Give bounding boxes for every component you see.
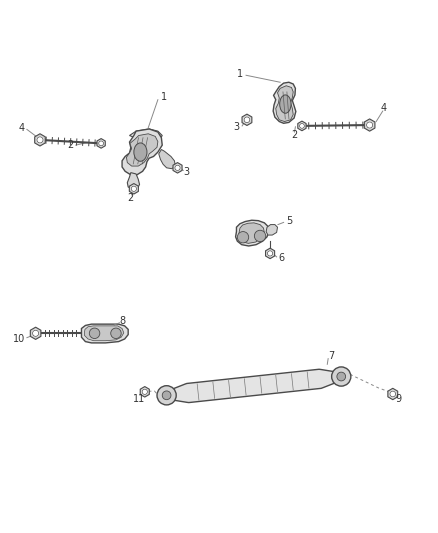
Polygon shape (127, 134, 158, 166)
Text: 10: 10 (13, 334, 25, 344)
Circle shape (367, 122, 373, 128)
Circle shape (300, 124, 304, 128)
Circle shape (131, 186, 137, 191)
Polygon shape (166, 369, 342, 402)
Circle shape (99, 141, 103, 146)
Text: 1: 1 (237, 69, 243, 78)
Polygon shape (266, 224, 278, 235)
Polygon shape (97, 139, 105, 148)
Polygon shape (35, 134, 45, 146)
Polygon shape (85, 326, 124, 341)
Polygon shape (122, 129, 162, 175)
Text: 5: 5 (286, 216, 292, 226)
Text: 3: 3 (233, 122, 240, 132)
Text: 4: 4 (381, 103, 387, 114)
Circle shape (157, 386, 176, 405)
Circle shape (162, 391, 171, 400)
Text: 6: 6 (278, 253, 284, 263)
Circle shape (32, 330, 39, 336)
Text: 9: 9 (396, 394, 402, 404)
Polygon shape (159, 149, 175, 169)
Polygon shape (242, 114, 252, 125)
Circle shape (175, 165, 180, 171)
Circle shape (390, 391, 396, 397)
Circle shape (332, 367, 351, 386)
Text: 4: 4 (18, 123, 25, 133)
Polygon shape (276, 86, 293, 122)
Polygon shape (140, 386, 149, 397)
Polygon shape (239, 223, 265, 244)
Polygon shape (236, 220, 269, 246)
Circle shape (268, 251, 273, 256)
Polygon shape (273, 82, 296, 123)
Ellipse shape (280, 95, 291, 113)
Text: 2: 2 (291, 130, 297, 140)
Polygon shape (129, 183, 138, 194)
Polygon shape (265, 248, 275, 259)
Polygon shape (173, 163, 182, 173)
Text: 8: 8 (119, 316, 125, 326)
Polygon shape (127, 173, 140, 189)
Polygon shape (388, 389, 398, 400)
Polygon shape (30, 327, 41, 340)
Polygon shape (298, 121, 306, 131)
Ellipse shape (134, 143, 147, 161)
Circle shape (254, 230, 266, 241)
Polygon shape (130, 129, 162, 139)
Text: 3: 3 (183, 167, 189, 177)
Circle shape (142, 389, 148, 394)
Circle shape (244, 117, 250, 123)
Text: 2: 2 (67, 140, 74, 150)
Text: 2: 2 (128, 193, 134, 203)
Circle shape (237, 231, 249, 243)
Text: 11: 11 (133, 394, 145, 404)
Circle shape (111, 328, 121, 338)
Circle shape (37, 137, 43, 143)
Circle shape (337, 372, 346, 381)
Text: 7: 7 (328, 351, 335, 360)
Circle shape (89, 328, 100, 338)
Text: 1: 1 (161, 92, 167, 102)
Polygon shape (81, 324, 128, 343)
Polygon shape (364, 119, 375, 131)
